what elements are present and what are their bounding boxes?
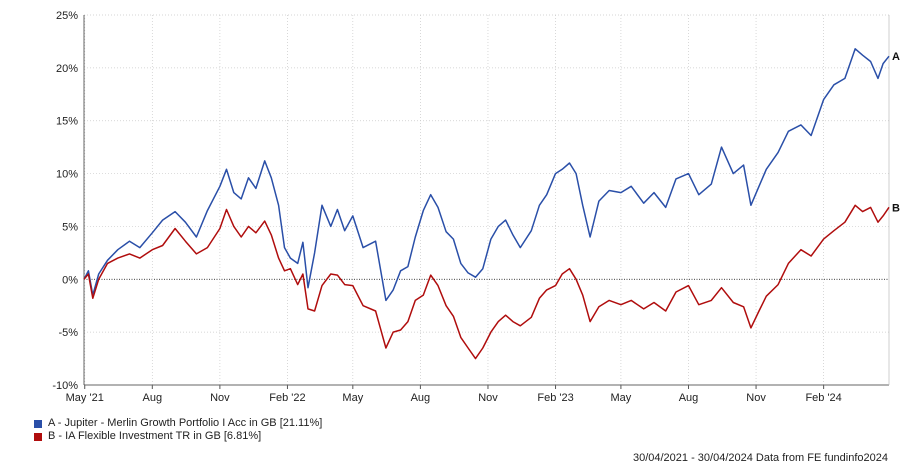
x-tick-label: Feb '24 bbox=[805, 392, 841, 404]
x-tick-label: May bbox=[342, 392, 363, 404]
x-tick-label: Aug bbox=[143, 392, 163, 404]
footer-date-range: 30/04/2021 - 30/04/2024 bbox=[632, 452, 753, 464]
y-tick-label: 0% bbox=[62, 274, 78, 286]
series-end-label-a: A bbox=[892, 51, 900, 63]
x-tick-label: Aug bbox=[411, 392, 431, 404]
x-tick-label: Aug bbox=[679, 392, 699, 404]
series-layer bbox=[83, 48, 890, 360]
legend: A - Jupiter - Merlin Growth Portfolio I … bbox=[34, 417, 322, 443]
grid-layer bbox=[84, 14, 889, 386]
y-tick-label: -5% bbox=[58, 327, 78, 339]
series-line-a bbox=[83, 48, 890, 302]
legend-swatch-a bbox=[34, 419, 42, 428]
y-tick-label: 5% bbox=[62, 221, 78, 233]
x-tick-label: Nov bbox=[478, 392, 498, 404]
footer-source-text: Data from FE fundinfo2024 bbox=[755, 452, 888, 464]
performance-chart: -10% -5% 0% 5% 10% 15% 20% 25% May '21 Aug Nov Feb … bbox=[52, 10, 900, 404]
x-tick-label: May '21 bbox=[66, 392, 104, 404]
legend-swatch-b bbox=[34, 432, 42, 441]
y-tick-label: 25% bbox=[56, 10, 78, 22]
x-tick-label: Feb '23 bbox=[537, 392, 573, 404]
y-tick-label: 10% bbox=[56, 169, 78, 181]
x-tick-label: Nov bbox=[210, 392, 230, 404]
label-layer: AB bbox=[892, 51, 900, 214]
y-tick-label: 20% bbox=[56, 63, 78, 75]
x-tick-label: May bbox=[611, 392, 632, 404]
y-tick-label: -10% bbox=[52, 380, 78, 392]
series-end-label-b: B bbox=[892, 202, 900, 214]
series-line-b bbox=[83, 204, 890, 360]
legend-label-a: A - Jupiter - Merlin Growth Portfolio I … bbox=[48, 417, 323, 429]
footer-source: 30/04/2021 - 30/04/2024 Data from FE fun… bbox=[633, 452, 888, 464]
legend-item-a[interactable]: A - Jupiter - Merlin Growth Portfolio I … bbox=[34, 417, 322, 430]
x-tick-label: Nov bbox=[746, 392, 766, 404]
axis-layer: -10% -5% 0% 5% 10% 15% 20% 25% May '21 Aug Nov Feb … bbox=[52, 10, 890, 404]
legend-item-b[interactable]: B - IA Flexible Investment TR in GB [6.8… bbox=[34, 430, 322, 443]
y-tick-label: 15% bbox=[56, 116, 78, 128]
x-tick-label: Feb '22 bbox=[269, 392, 305, 404]
legend-label-b: B - IA Flexible Investment TR in GB [6.8… bbox=[48, 430, 262, 442]
